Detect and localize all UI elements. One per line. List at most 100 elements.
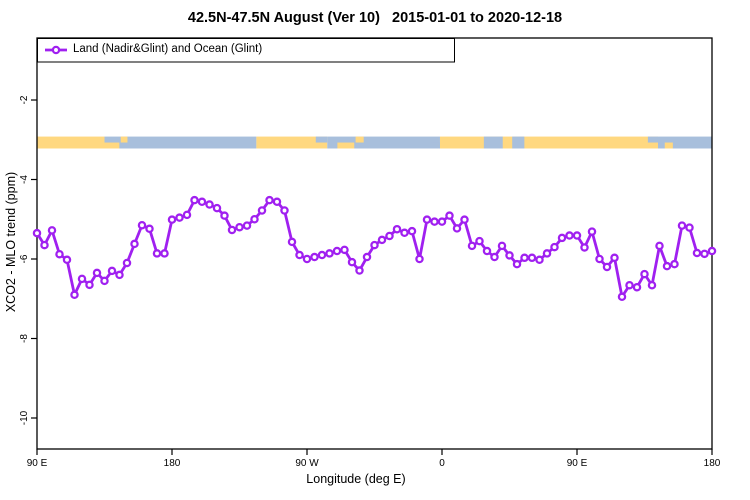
data-point xyxy=(355,266,364,275)
data-point xyxy=(610,253,619,263)
data-point xyxy=(505,251,514,260)
data-point xyxy=(70,290,79,300)
data-point xyxy=(707,246,717,256)
data-point xyxy=(310,252,319,262)
data-point xyxy=(482,246,492,256)
data-point xyxy=(392,224,402,234)
data-point xyxy=(460,215,469,224)
data-point xyxy=(617,292,627,302)
data-point xyxy=(55,249,64,259)
data-point xyxy=(175,213,184,222)
x-tick-label: 90 E xyxy=(27,458,48,469)
data-point xyxy=(655,241,664,251)
data-point xyxy=(122,258,132,268)
land-ocean-band-segment xyxy=(104,136,257,149)
data-point xyxy=(677,221,687,230)
data-point xyxy=(370,240,379,250)
y-tick-label: -8 xyxy=(19,334,30,343)
land-ocean-band-segment xyxy=(658,136,712,149)
land-ocean-band-patch xyxy=(104,142,120,149)
data-point xyxy=(47,226,57,235)
data-point xyxy=(302,254,312,264)
data-point xyxy=(497,241,507,251)
data-point xyxy=(422,215,432,224)
data-point xyxy=(272,197,282,207)
x-tick-label: 90 W xyxy=(295,458,319,469)
data-point xyxy=(347,257,357,267)
data-point xyxy=(295,250,304,260)
data-point xyxy=(527,253,537,263)
data-point xyxy=(535,255,544,265)
x-axis-title: Longitude (deg E) xyxy=(306,472,406,486)
x-tick-label: 0 xyxy=(439,458,445,469)
data-point xyxy=(385,231,394,241)
data-point xyxy=(602,262,612,272)
data-point xyxy=(430,217,439,226)
data-point xyxy=(257,206,267,215)
data-point xyxy=(362,252,372,262)
land-ocean-band-patch xyxy=(337,142,355,149)
data-point xyxy=(250,215,259,224)
data-point xyxy=(580,243,589,252)
data-point xyxy=(700,249,709,259)
data-point xyxy=(235,222,244,232)
data-point xyxy=(115,270,124,280)
data-point xyxy=(512,259,522,269)
land-ocean-band-segment xyxy=(327,136,440,149)
land-ocean-band-segment xyxy=(439,136,658,149)
land-ocean-band-patch xyxy=(315,136,328,143)
data-point xyxy=(445,211,454,220)
land-ocean-band-segment xyxy=(256,136,328,149)
data-point xyxy=(400,228,409,238)
data-point xyxy=(565,231,574,240)
data-point xyxy=(377,235,387,245)
data-point xyxy=(670,259,679,269)
data-point xyxy=(692,248,702,258)
data-point xyxy=(340,245,349,255)
data-point xyxy=(182,210,192,220)
data-point xyxy=(632,282,642,292)
chart-title: 42.5N-47.5N August (Ver 10) 2015-01-01 t… xyxy=(187,10,563,26)
legend-label: Land (Nadir&Glint) and Ocean (Glint) xyxy=(73,43,263,55)
data-point xyxy=(242,221,252,230)
land-ocean-band-patch xyxy=(120,136,128,143)
data-point xyxy=(317,250,327,260)
data-point xyxy=(662,261,672,271)
data-point xyxy=(572,231,582,240)
y-tick-label: -2 xyxy=(19,95,30,104)
y-tick-label: -4 xyxy=(19,175,30,184)
data-point xyxy=(265,195,274,205)
data-point xyxy=(130,239,139,249)
data-point xyxy=(490,252,499,262)
data-point xyxy=(557,233,567,243)
data-point xyxy=(407,226,417,236)
data-point xyxy=(40,240,49,250)
data-point xyxy=(145,224,154,234)
data-point xyxy=(550,242,559,252)
x-tick-label: 180 xyxy=(164,458,181,469)
data-point xyxy=(85,280,94,290)
data-point xyxy=(595,254,604,264)
data-point xyxy=(220,211,229,220)
data-point xyxy=(205,200,214,209)
data-point xyxy=(280,206,289,215)
data-point xyxy=(77,274,87,284)
data-point xyxy=(467,241,477,251)
legend-box xyxy=(37,38,455,63)
data-point xyxy=(62,255,72,265)
x-tick-label: 90 E xyxy=(567,458,588,469)
land-ocean-band-patch xyxy=(647,136,658,143)
data-point xyxy=(160,249,169,258)
y-tick-label: -10 xyxy=(19,410,30,425)
data-point xyxy=(542,249,552,258)
data-point xyxy=(190,195,199,205)
data-point xyxy=(137,220,147,230)
data-point xyxy=(287,237,297,247)
data-point xyxy=(197,197,207,207)
data-point xyxy=(332,246,342,256)
data-point xyxy=(107,266,117,276)
y-tick-label: -6 xyxy=(19,254,30,263)
data-point xyxy=(685,223,694,232)
